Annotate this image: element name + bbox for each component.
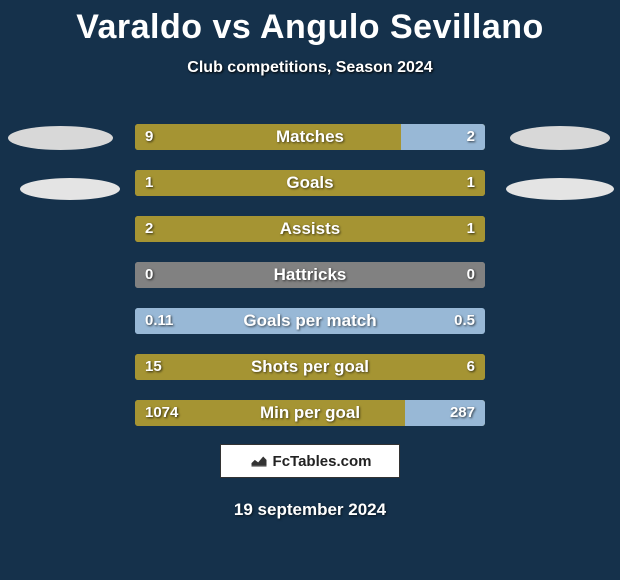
stat-bar: Goals1 1 xyxy=(135,170,485,196)
stat-bar-label: Goals xyxy=(135,170,485,196)
date-label: 19 september 2024 xyxy=(0,500,620,520)
footer-label: FcTables.com xyxy=(273,453,372,470)
stat-bar-right-value: 0 xyxy=(467,262,475,288)
stat-bar-right-value: 2 xyxy=(467,124,475,150)
stat-bar-right-value: 6 xyxy=(467,354,475,380)
stat-bar-label: Assists xyxy=(135,216,485,242)
stat-bar-left-value: 15 xyxy=(145,354,162,380)
stat-bar-left-value: 0.11 xyxy=(145,308,173,334)
stat-bar-left-value: 1 xyxy=(145,170,153,196)
stat-bar-label: Goals per match xyxy=(135,308,485,334)
page-title: Varaldo vs Angulo Sevillano xyxy=(0,0,620,47)
stat-bar-right-value: 1 xyxy=(467,170,475,196)
footer-attribution[interactable]: FcTables.com xyxy=(220,444,400,478)
stat-bar-label: Hattricks xyxy=(135,262,485,288)
stat-bar: Goals per match0.11 0.5 xyxy=(135,308,485,334)
stat-bar: Min per goal1074 287 xyxy=(135,400,485,426)
stat-bar-left-value: 1074 xyxy=(145,400,178,426)
stat-bar-label: Matches xyxy=(135,124,485,150)
stats-bars: Matches92Goals11Assists21Hattricks00Goal… xyxy=(135,124,485,446)
stat-bar: Shots per goal15 6 xyxy=(135,354,485,380)
stat-bar: Assists2 1 xyxy=(135,216,485,242)
stat-bar-left-value: 2 xyxy=(145,216,153,242)
page-subtitle: Club competitions, Season 2024 xyxy=(0,59,620,77)
chart-icon xyxy=(249,449,269,474)
stat-bar-label: Min per goal xyxy=(135,400,485,426)
stat-bar-label: Shots per goal xyxy=(135,354,485,380)
decor-ellipse-upper-left xyxy=(8,126,113,150)
decor-ellipse-upper-right xyxy=(510,126,610,150)
stat-bar: Hattricks0 0 xyxy=(135,262,485,288)
stat-bar-right-value: 287 xyxy=(450,400,475,426)
stat-bar-left-value: 0 xyxy=(145,262,153,288)
stat-bar-left-value: 9 xyxy=(145,124,153,150)
stat-bar-right-value: 1 xyxy=(467,216,475,242)
decor-ellipse-lower-right xyxy=(506,178,614,200)
stat-bar-right-value: 0.5 xyxy=(454,308,475,334)
decor-ellipse-lower-left xyxy=(20,178,120,200)
stat-bar: Matches9 2 xyxy=(135,124,485,150)
